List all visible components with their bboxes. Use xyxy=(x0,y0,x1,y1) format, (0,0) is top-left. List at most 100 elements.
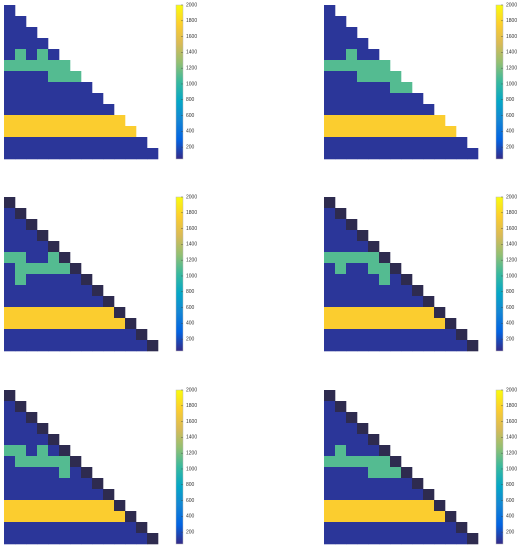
heatmap-cell xyxy=(26,71,38,83)
heatmap-cell xyxy=(379,522,391,534)
heatmap-cell xyxy=(136,137,148,149)
heatmap-cell xyxy=(335,445,347,457)
heatmap-cell xyxy=(401,104,413,116)
heatmap-cell xyxy=(390,71,402,83)
heatmap-cell xyxy=(357,500,369,512)
heatmap-cell xyxy=(15,71,27,83)
heatmap-cell xyxy=(4,241,16,253)
heatmap-cell xyxy=(70,478,82,490)
heatmap-cell xyxy=(434,115,446,127)
heatmap-cell xyxy=(114,500,126,512)
heatmap-cell xyxy=(368,467,380,479)
heatmap-cell xyxy=(15,296,27,308)
heatmap-cell xyxy=(59,263,71,275)
colorbar-tick-label: 1000 xyxy=(506,466,517,472)
heatmap-cell xyxy=(59,274,71,286)
heatmap-cell xyxy=(379,60,391,72)
heatmap-cell xyxy=(37,478,49,490)
heatmap-cell xyxy=(37,522,49,534)
heatmap-cell xyxy=(103,307,115,319)
heatmap-cell xyxy=(335,489,347,501)
heatmap-cell xyxy=(103,522,115,534)
heatmap-cell xyxy=(357,93,369,105)
heatmap-cell xyxy=(15,93,27,105)
heatmap-cell xyxy=(357,230,369,242)
heatmap-cell xyxy=(357,467,369,479)
heatmap-cell xyxy=(103,340,115,352)
heatmap-cell xyxy=(4,401,16,413)
colorbar-tick-label: 1200 xyxy=(506,258,517,264)
heatmap-cell xyxy=(324,423,336,435)
heatmap-cell xyxy=(59,467,71,479)
heatmap-cell xyxy=(379,82,391,94)
heatmap-cell xyxy=(390,274,402,286)
heatmap-cell xyxy=(379,126,391,138)
heatmap-cell xyxy=(401,340,413,352)
heatmap-cell xyxy=(4,148,16,160)
heatmap-cell xyxy=(37,296,49,308)
heatmap-cell xyxy=(324,296,336,308)
colorbar-tick-label: 1800 xyxy=(506,210,517,216)
heatmap-cell xyxy=(92,533,104,545)
heatmap-cell xyxy=(412,296,424,308)
heatmap-cell xyxy=(412,533,424,545)
heatmap-cell xyxy=(357,307,369,319)
heatmap-cell xyxy=(390,456,402,468)
colorbar-tick-label: 1600 xyxy=(506,34,517,40)
colorbar-tick-label: 1800 xyxy=(186,18,197,24)
heatmap-cell xyxy=(335,329,347,341)
heatmap-cell xyxy=(335,478,347,490)
heatmap-cell xyxy=(335,456,347,468)
heatmap-cell xyxy=(26,511,38,523)
heatmap-cell xyxy=(81,82,93,94)
heatmap-cell xyxy=(379,340,391,352)
heatmap-cell xyxy=(346,467,358,479)
heatmap-cell xyxy=(37,49,49,61)
heatmap-cell xyxy=(390,285,402,297)
heatmap-cell xyxy=(368,252,380,264)
heatmap-cell xyxy=(147,148,159,160)
heatmap-cell xyxy=(114,137,126,149)
heatmap-cell xyxy=(324,5,336,17)
heatmap-cell xyxy=(70,467,82,479)
colorbar-tick-label: 2000 xyxy=(506,387,517,393)
heatmap-cell xyxy=(324,511,336,523)
colorbar-tick-label: 800 xyxy=(506,289,515,295)
heatmap-cell xyxy=(4,60,16,72)
heatmap-cell xyxy=(59,104,71,116)
colorbar-tick-label: 1200 xyxy=(506,451,517,457)
heatmap-cell xyxy=(368,148,380,160)
heatmap-cell xyxy=(4,467,16,479)
heatmap-cell xyxy=(59,307,71,319)
colorbar-tick-label: 1600 xyxy=(186,226,197,232)
colorbar-tick-label: 2000 xyxy=(186,2,197,8)
heatmap-cell xyxy=(15,401,27,413)
heatmap-cell xyxy=(70,274,82,286)
colorbar-tick-label: 1200 xyxy=(506,66,517,72)
heatmap-cell xyxy=(368,71,380,83)
heatmap-cell xyxy=(4,137,16,149)
heatmap-cell xyxy=(324,522,336,534)
heatmap-cell xyxy=(434,329,446,341)
colorbar-tick-label: 400 xyxy=(186,514,195,520)
heatmap-cell xyxy=(4,340,16,352)
heatmap-cell xyxy=(26,137,38,149)
heatmap-cell xyxy=(26,445,38,457)
heatmap-cell xyxy=(48,148,60,160)
heatmap-cell xyxy=(379,307,391,319)
heatmap-cell xyxy=(59,148,71,160)
heatmap-cell xyxy=(59,340,71,352)
panel: 200 400 600 800 1000 1200 1400 1600 1800 2000 xyxy=(4,2,197,160)
heatmap-cell xyxy=(335,511,347,523)
heatmap-cell xyxy=(37,274,49,286)
heatmap-cell xyxy=(390,148,402,160)
heatmap-cell xyxy=(324,197,336,209)
colorbar-tick-label: 1000 xyxy=(186,273,197,279)
heatmap-cell xyxy=(423,329,435,341)
colorbar xyxy=(495,196,504,352)
heatmap-cell xyxy=(15,219,27,231)
heatmap-cell xyxy=(335,318,347,330)
heatmap-cell xyxy=(357,522,369,534)
heatmap-cell xyxy=(4,390,16,402)
heatmap-cell xyxy=(357,478,369,490)
